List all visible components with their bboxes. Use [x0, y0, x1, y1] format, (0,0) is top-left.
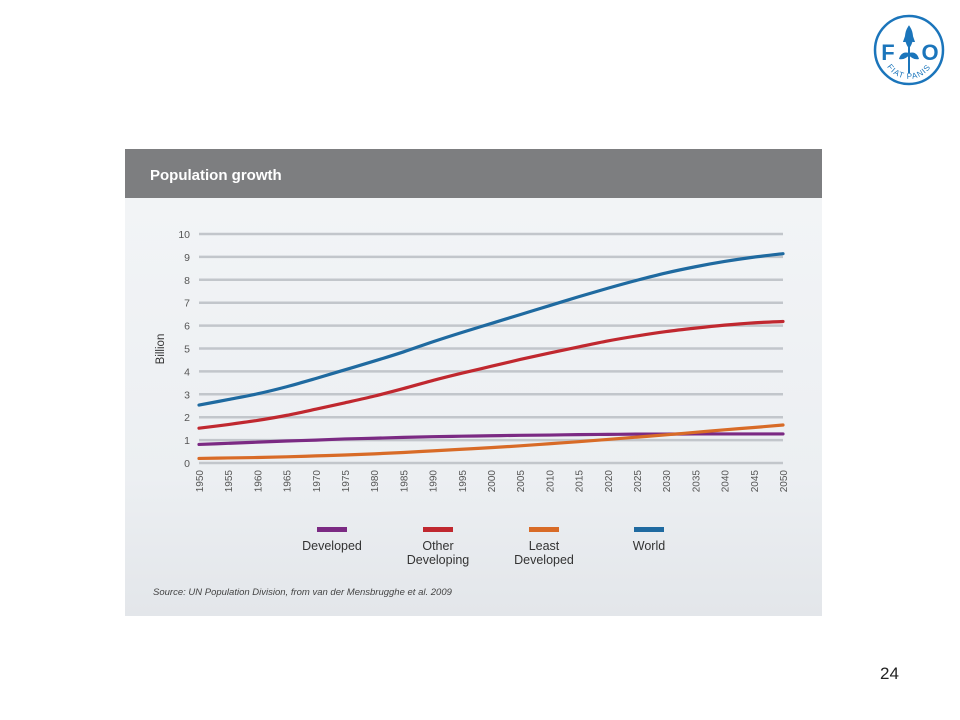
y-tick-label: 2 — [184, 412, 190, 424]
legend-item-least-developed: Least Developed — [489, 527, 599, 567]
y-tick-label: 3 — [184, 389, 190, 401]
legend-label-world: World — [632, 539, 666, 553]
x-tick-label: 1950 — [195, 470, 206, 493]
legend-label-other-developing: Other Developing — [406, 539, 470, 567]
y-tick-label: 7 — [184, 298, 190, 310]
chart-series — [197, 252, 785, 461]
x-tick-label: 1960 — [253, 470, 264, 493]
y-tick-label: 0 — [184, 458, 190, 470]
x-tick-label: 1985 — [399, 470, 410, 493]
x-tick-label: 2000 — [487, 470, 498, 493]
x-tick-label: 2040 — [721, 470, 732, 493]
series-line-other-developing — [197, 319, 785, 430]
legend-swatch-other-developing — [423, 527, 453, 532]
y-tick-label: 6 — [184, 321, 190, 333]
x-tick-label: 1990 — [429, 470, 440, 493]
page-number: 24 — [880, 664, 899, 683]
logo-ring — [873, 14, 945, 86]
x-tick-label: 1995 — [458, 470, 469, 493]
x-tick-label: 2035 — [691, 470, 702, 493]
chart-grid — [199, 232, 783, 465]
x-tick-label: 1970 — [312, 470, 323, 493]
y-tick-label: 8 — [184, 275, 190, 287]
legend-item-other-developing: Other Developing — [383, 527, 493, 567]
chart-source: Source: UN Population Division, from van… — [153, 587, 452, 598]
logo-letter-o: O — [921, 40, 938, 65]
x-tick-label: 2050 — [779, 470, 790, 493]
legend-label-developed: Developed — [302, 539, 362, 553]
legend-item-world: World — [594, 527, 704, 553]
wheat-ear-icon — [905, 25, 913, 73]
x-tick-label: 2005 — [516, 470, 527, 493]
logo-letter-f: F — [881, 40, 894, 65]
y-tick-label: 5 — [184, 344, 190, 356]
x-tick-label: 1975 — [341, 470, 352, 493]
x-tick-label: 1955 — [224, 470, 235, 493]
x-tick-label: 2010 — [545, 470, 556, 493]
x-tick-label: 2015 — [575, 470, 586, 493]
x-axis-ticks: 1950 1955 1960 1965 1970 1975 1980 1985 1990 1995… — [195, 470, 790, 493]
y-axis-ticks: 0 1 2 3 4 5 6 7 8 9 10 — [178, 229, 190, 470]
chart-panel: Population growth — [125, 149, 822, 616]
series-line-least-developed — [197, 423, 785, 461]
x-tick-label: 2020 — [604, 470, 615, 493]
x-tick-label: 1965 — [283, 470, 294, 493]
y-axis-label: Billion — [155, 334, 167, 365]
legend-item-developed: Developed — [277, 527, 387, 553]
legend-swatch-developed — [317, 527, 347, 532]
fao-logo: F A O FIAT PANIS — [873, 14, 945, 86]
y-tick-label: 9 — [184, 252, 190, 264]
legend-swatch-least-developed — [529, 527, 559, 532]
x-tick-label: 1980 — [370, 470, 381, 493]
legend-label-least-developed: Least Developed — [514, 539, 574, 567]
series-line-world — [197, 252, 785, 407]
x-tick-label: 2030 — [662, 470, 673, 493]
y-tick-label: 4 — [184, 366, 190, 378]
chart-header: Population growth — [125, 149, 822, 198]
x-tick-label: 2025 — [633, 470, 644, 493]
logo-letter-a: A — [903, 26, 916, 46]
y-tick-label: 10 — [178, 229, 190, 241]
x-tick-label: 2045 — [750, 470, 761, 493]
wheat-grain-icon — [899, 52, 919, 60]
chart-title: Population growth — [150, 167, 282, 184]
y-tick-label: 1 — [184, 435, 190, 447]
legend-swatch-world — [634, 527, 664, 532]
